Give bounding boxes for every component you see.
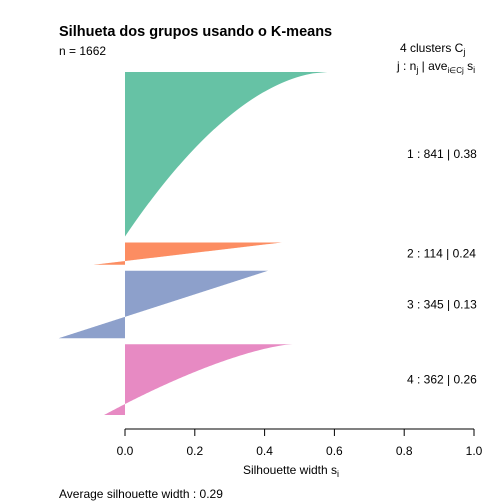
x-tick-label: 0.6 <box>326 444 343 458</box>
silhouette-bars <box>58 72 328 415</box>
silhouette-cluster-1 <box>125 72 328 237</box>
silhouette-cluster-4 <box>104 344 293 415</box>
x-tick-label: 0.2 <box>186 444 203 458</box>
cluster-label-2: 2 : 114 | 0.24 <box>407 247 476 261</box>
x-tick-label: 0.8 <box>396 444 413 458</box>
chart-title: Silhueta dos grupos usando o K-means <box>59 24 332 40</box>
silhouette-cluster-3 <box>58 270 269 339</box>
cluster-label-3: 3 : 345 | 0.13 <box>407 298 477 312</box>
x-tick-label: 1.0 <box>466 444 483 458</box>
cluster-header-line1: 4 clusters Cj <box>400 41 465 57</box>
x-tick-label: 0.4 <box>256 444 273 458</box>
silhouette-cluster-2 <box>93 242 283 265</box>
cluster-labels: 1 : 841 | 0.38 2 : 114 | 0.24 3 : 345 | 0.… <box>407 147 477 386</box>
n-label: n = 1662 <box>59 44 106 58</box>
average-silhouette-width: Average silhouette width : 0.29 <box>59 487 223 501</box>
x-axis-label: Silhouette width si <box>243 463 339 479</box>
x-axis-ticks: 0.0 0.2 0.4 0.6 0.8 1.0 <box>117 429 483 458</box>
x-tick-label: 0.0 <box>117 444 134 458</box>
cluster-header-line2: j : nj | avei∈Cj si <box>396 59 475 75</box>
cluster-label-1: 1 : 841 | 0.38 <box>407 147 477 161</box>
cluster-label-4: 4 : 362 | 0.26 <box>407 373 477 387</box>
